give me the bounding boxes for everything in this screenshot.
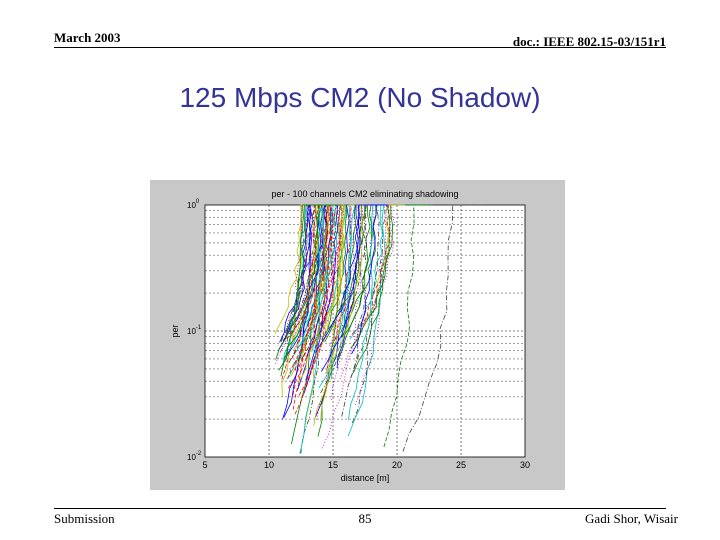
per-series-line <box>341 204 402 417</box>
per-series-line <box>299 204 356 454</box>
per-series-line <box>344 204 412 335</box>
per-series-line <box>320 204 377 422</box>
x-tick-label: 5 <box>202 460 207 470</box>
per-series-line <box>337 204 394 362</box>
x-tick-label: 10 <box>264 460 274 470</box>
header-divider <box>54 47 666 48</box>
x-tick-label: 30 <box>520 460 530 470</box>
per-series-line <box>333 204 389 342</box>
per-series-line <box>290 204 358 377</box>
per-series-line <box>285 204 344 362</box>
per-series-line <box>278 204 349 351</box>
per-series-line <box>313 204 383 358</box>
per-series-line <box>350 204 430 349</box>
x-tick-label: 15 <box>328 460 338 470</box>
per-series-line <box>278 204 341 371</box>
per-series-line <box>316 204 360 420</box>
per-series-line <box>275 204 324 364</box>
per-series-line <box>274 204 344 334</box>
chart-title: per - 100 channels CM2 eliminating shado… <box>271 189 458 199</box>
per-series-line <box>280 204 346 352</box>
y-tick-label: 10-2 <box>187 451 202 462</box>
per-series-line <box>275 204 350 360</box>
per-series-line <box>281 204 329 397</box>
per-series-line <box>347 204 408 437</box>
per-series-line <box>314 204 388 354</box>
per-series-line <box>296 204 368 349</box>
per-series-line <box>324 204 405 334</box>
x-tick-label: 20 <box>392 460 402 470</box>
per-series-line <box>291 204 344 360</box>
per-series-line <box>280 204 338 377</box>
per-series-line <box>300 204 364 360</box>
x-axis-label: distance [m] <box>341 473 390 483</box>
header-doc-id: doc.: IEEE 802.15-03/151r1 <box>512 34 666 49</box>
per-series-line <box>280 204 335 348</box>
per-series-line <box>383 204 433 448</box>
footer-divider <box>54 508 666 509</box>
footer-author: Gadi Shor, Wisair <box>585 511 678 526</box>
page-number: 85 <box>358 511 372 526</box>
footer-submission: Submission <box>54 511 115 526</box>
grid-lines <box>205 205 525 457</box>
per-series-line <box>292 204 353 410</box>
per-series-line <box>325 204 406 374</box>
per-series-line <box>321 204 378 340</box>
y-tick-label: 10-1 <box>187 325 202 336</box>
slide-title: 125 Mbps CM2 (No Shadow) <box>179 82 541 113</box>
y-tick-label: 100 <box>187 199 200 210</box>
per-series-line <box>326 204 372 369</box>
per-series-line <box>282 204 333 420</box>
per-series-line <box>351 204 409 424</box>
per-series-line <box>351 204 425 335</box>
per-series-line <box>321 204 389 372</box>
header-date: March 2003 <box>54 30 121 45</box>
per-series-line <box>298 204 352 396</box>
per-series-line <box>284 204 356 363</box>
per-series-line <box>315 204 364 346</box>
per-series-line <box>287 204 329 346</box>
per-series-line <box>328 204 388 346</box>
per-series-line <box>339 204 415 380</box>
per-chart-figure: 5 10 15 20 25 30 100 10-1 10-2 per - 100 channel… <box>150 180 565 490</box>
per-series-line <box>351 204 409 355</box>
per-series-line <box>321 204 383 449</box>
per-series-line <box>348 204 398 420</box>
per-chart: 5 10 15 20 25 30 100 10-1 10-2 per - 100 channel… <box>150 180 565 490</box>
y-axis-label: per <box>170 324 180 337</box>
series-group <box>274 204 484 454</box>
x-tick-label: 25 <box>456 460 466 470</box>
tick-labels: 5 10 15 20 25 30 100 10-1 10-2 <box>187 199 530 470</box>
